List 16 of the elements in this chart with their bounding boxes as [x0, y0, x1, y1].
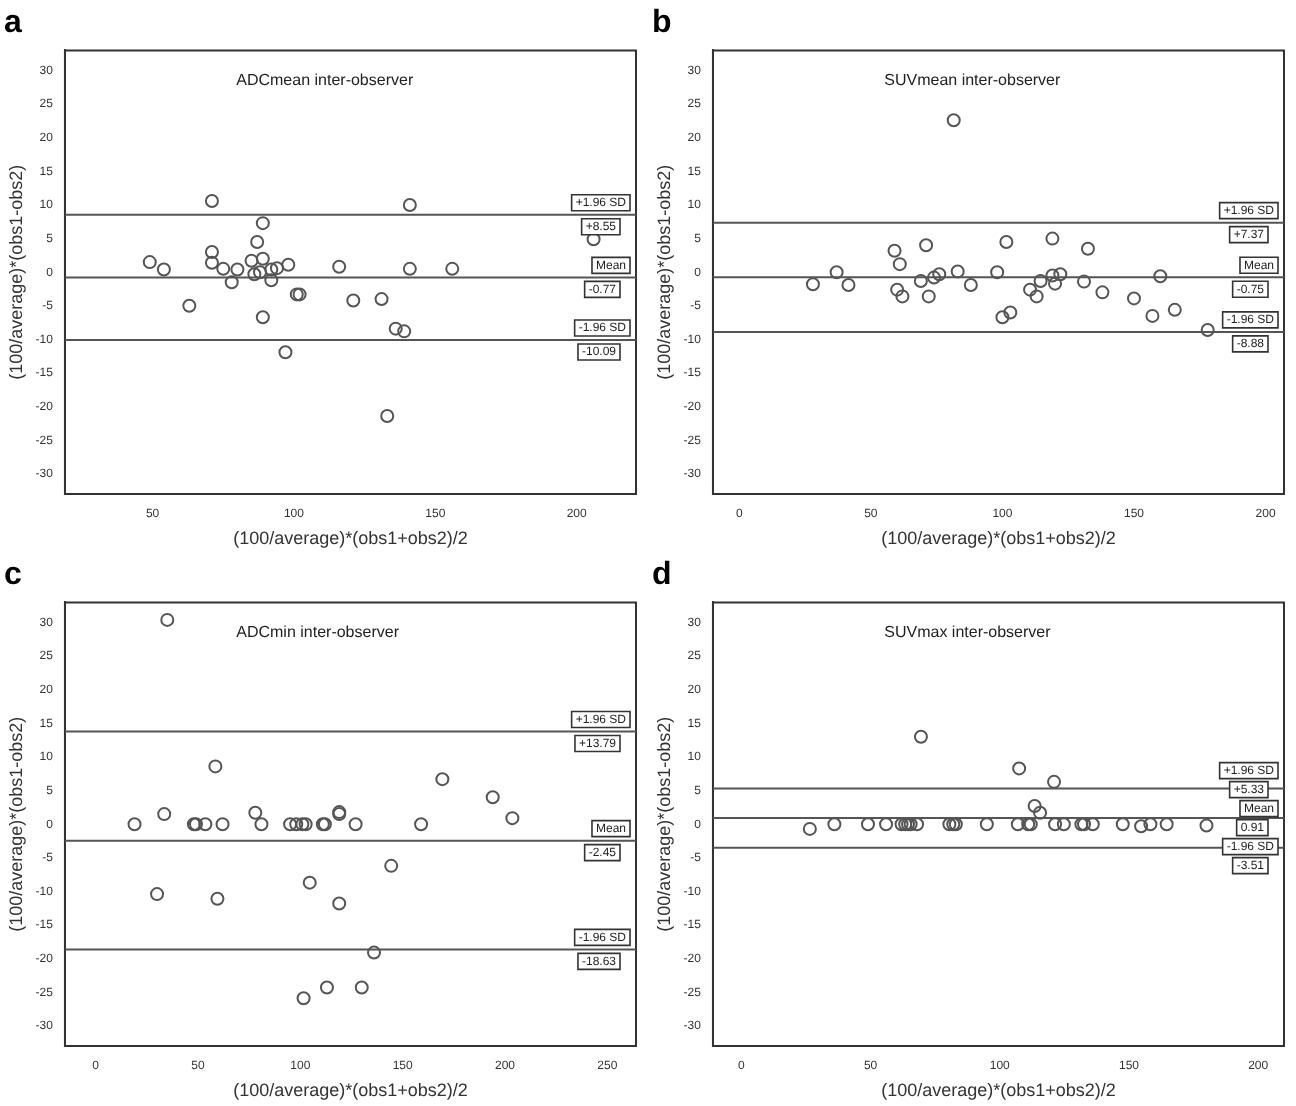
- chart-title: a: [4, 6, 22, 41]
- chart-title: b: [652, 6, 672, 41]
- y-axis-title: (100/average)*(obs1-obs2): [653, 716, 674, 932]
- chart-title: c: [4, 558, 22, 593]
- x-axis-title: (100/average)*(obs1+obs2)/2: [881, 528, 1116, 549]
- annotation: SUVmax inter-observer: [884, 622, 1052, 641]
- x-axis-title: (100/average)*(obs1+obs2)/2: [233, 1080, 468, 1101]
- x-axis-title: (100/average)*(obs1+obs2)/2: [233, 528, 468, 549]
- annotation: ADCmean inter-observer: [236, 70, 414, 89]
- y-axis-title: (100/average)*(obs1-obs2): [653, 164, 674, 380]
- chart-title: d: [652, 558, 672, 593]
- annotation: SUVmean inter-observer: [884, 70, 1061, 89]
- y-axis-title: (100/average)*(obs1-obs2): [5, 164, 26, 380]
- y-axis-title: (100/average)*(obs1-obs2): [5, 716, 26, 932]
- x-axis-title: (100/average)*(obs1+obs2)/2: [881, 1080, 1116, 1101]
- annotation: ADCmin inter-observer: [236, 622, 400, 641]
